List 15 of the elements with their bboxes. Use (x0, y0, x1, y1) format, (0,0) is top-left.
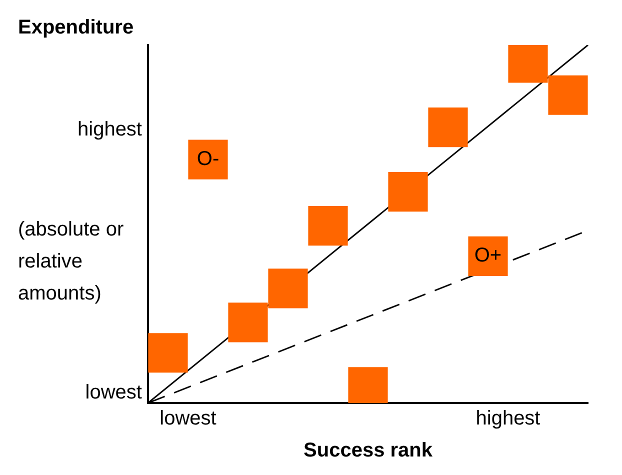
x-axis-title: Success rank (304, 440, 434, 462)
point (388, 172, 428, 212)
point (548, 75, 588, 115)
annotation: O+ (474, 244, 502, 267)
point (148, 333, 188, 373)
text: lowest (85, 382, 142, 404)
text: highest (78, 118, 142, 141)
point (268, 268, 308, 308)
point (508, 45, 548, 83)
point (428, 108, 468, 148)
point (308, 206, 348, 246)
y-axis-title: Expenditure (18, 16, 134, 39)
point (228, 302, 268, 342)
annotation: O- (196, 148, 220, 170)
text: (absolute or relative amounts) (18, 218, 124, 305)
